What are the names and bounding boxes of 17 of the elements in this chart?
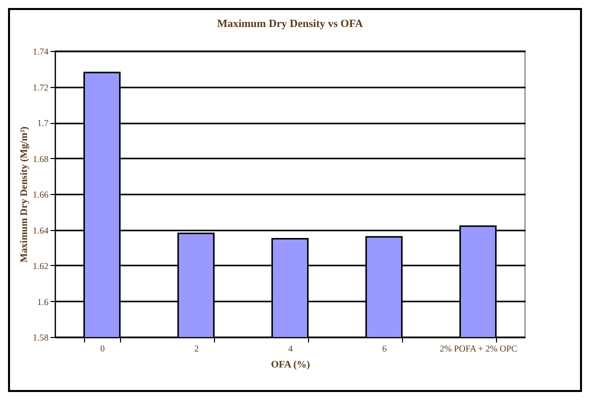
x-tick-label: 4 <box>288 344 294 354</box>
y-tick-label: 1.72 <box>32 82 48 92</box>
x-tick-label: 6 <box>382 344 388 354</box>
y-tick-label: 1.64 <box>32 225 49 236</box>
y-axis-title: Maximum Dry Density (Mg/m³) <box>18 126 30 263</box>
x-tick-label: 2 <box>194 344 199 354</box>
y-tick-label: 1.74 <box>32 46 49 56</box>
chart-title: Maximum Dry Density vs OFA <box>217 18 363 30</box>
x-axis-title: OFA (%) <box>271 360 310 370</box>
x-tick-label: 0 <box>100 344 106 354</box>
y-tick-label: 1.6 <box>37 296 49 307</box>
x-tick-label: 2% POFA + 2% OPC <box>440 344 518 354</box>
y-tick-label: 1.58 <box>32 332 49 342</box>
y-tick-label: 1.62 <box>32 261 48 271</box>
y-tick-label: 1.66 <box>32 190 49 200</box>
y-tick-label: 1.68 <box>32 154 49 164</box>
y-tick-label: 1.7 <box>37 118 49 128</box>
